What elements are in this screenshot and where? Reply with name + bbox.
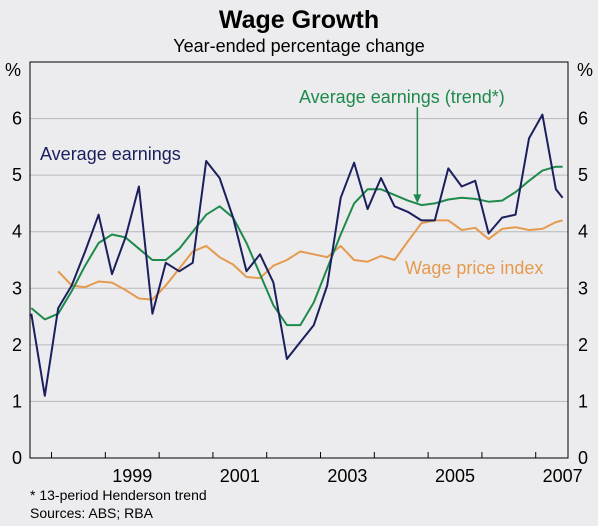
y-tick-left-4: 4: [12, 222, 22, 242]
x-tick-2001: 2001: [220, 466, 260, 486]
series-line-wage-price-index: [57, 219, 563, 301]
chart-subtitle: Year-ended percentage change: [173, 36, 425, 56]
y-tick-right-4: 4: [578, 222, 588, 242]
y-tick-right-3: 3: [578, 278, 588, 298]
chart-title: Wage Growth: [219, 6, 379, 34]
y-tick-left-2: 2: [12, 335, 22, 355]
annotation-arrow-head: [413, 194, 422, 204]
x-tick-2005: 2005: [435, 466, 475, 486]
label-average-earnings: Average earnings: [40, 144, 181, 164]
x-tick-2003: 2003: [327, 466, 367, 486]
y-tick-left-3: 3: [12, 278, 22, 298]
y-tick-right-6: 6: [578, 109, 588, 129]
y-tick-right-2: 2: [578, 335, 588, 355]
plot-area: [30, 62, 568, 458]
y-tick-left-0: 0: [12, 448, 22, 468]
y-tick-right-5: 5: [578, 165, 588, 185]
axes: [29, 61, 569, 459]
y-unit-right: %: [577, 60, 593, 80]
plot-background: [30, 62, 568, 458]
label-average-earnings-trend: Average earnings (trend*): [299, 87, 505, 107]
series-lines: [30, 113, 564, 397]
x-tick-1999: 1999: [112, 466, 152, 486]
y-tick-left-1: 1: [12, 391, 22, 411]
label-wage-price-index: Wage price index: [405, 258, 543, 278]
plot-border: [29, 61, 569, 459]
x-tick-2007: 2007: [543, 466, 583, 486]
series-line-average-earnings: [30, 113, 564, 397]
footnote-sources: Sources: ABS; RBA: [30, 505, 154, 521]
tick-labels: 0 0 1 1 2 2 3 3 4 4 5 5 6 6 1999 2001 2003 2005 2007: [12, 109, 588, 486]
footnote-trend: * 13-period Henderson trend: [30, 487, 207, 503]
y-tick-left-5: 5: [12, 165, 22, 185]
y-tick-right-1: 1: [578, 391, 588, 411]
y-tick-right-0: 0: [578, 448, 588, 468]
y-unit-left: %: [5, 60, 21, 80]
y-tick-left-6: 6: [12, 109, 22, 129]
